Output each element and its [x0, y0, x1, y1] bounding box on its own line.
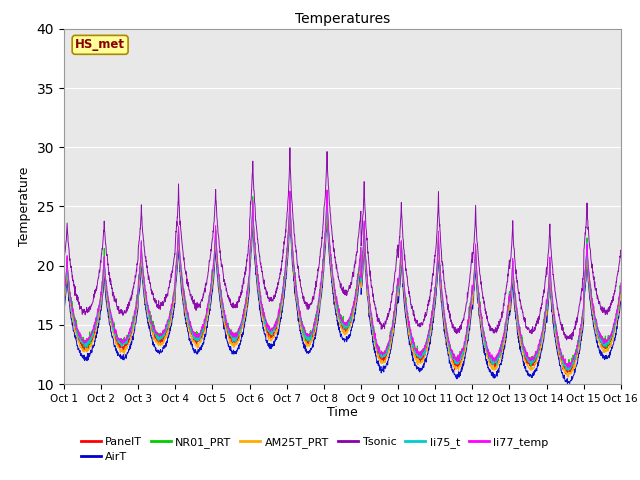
Title: Temperatures: Temperatures — [295, 12, 390, 26]
Y-axis label: Temperature: Temperature — [18, 167, 31, 246]
Text: HS_met: HS_met — [75, 38, 125, 51]
Legend: PanelT, AirT, NR01_PRT, AM25T_PRT, Tsonic, li75_t, li77_temp: PanelT, AirT, NR01_PRT, AM25T_PRT, Tsoni… — [76, 432, 553, 467]
X-axis label: Time: Time — [327, 407, 358, 420]
